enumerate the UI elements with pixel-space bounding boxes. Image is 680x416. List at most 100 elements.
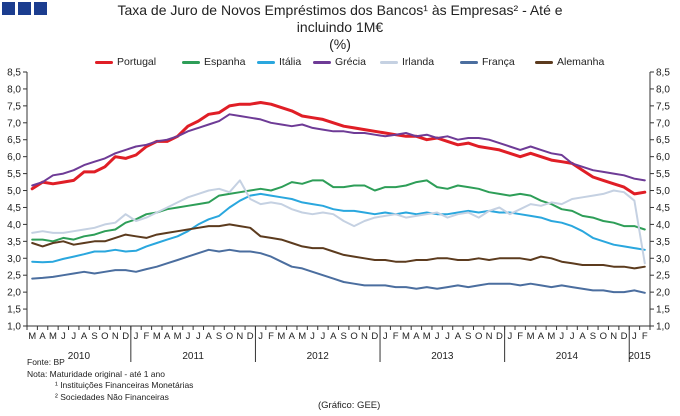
- x-tick-label: O: [226, 331, 233, 342]
- x-tick-label: S: [91, 331, 97, 342]
- legend-label: Espanha: [204, 56, 246, 68]
- legend-item: Portugal: [95, 56, 156, 69]
- y-tick-label-left: 7,5: [7, 101, 21, 112]
- legend-item: Irlanda: [380, 56, 434, 69]
- chart-title-line1: Taxa de Juro de Novos Empréstimos dos Ba…: [117, 2, 563, 18]
- legend-swatch: [182, 60, 200, 64]
- legend-item: Grécia: [313, 56, 366, 69]
- x-tick-label: J: [570, 331, 575, 342]
- x-tick-label: A: [164, 331, 171, 342]
- y-tick-label-right: 3,0: [656, 254, 670, 265]
- legend-label: Grécia: [335, 56, 366, 68]
- x-tick-label: O: [600, 331, 607, 342]
- x-tick-label: D: [371, 331, 378, 342]
- y-tick-label-right: 6,0: [656, 152, 670, 163]
- y-tick-label-right: 1,0: [656, 322, 670, 333]
- y-tick-label-left: 6,5: [7, 135, 21, 146]
- x-tick-label: J: [186, 331, 191, 342]
- y-tick-label-right: 5,5: [656, 169, 670, 180]
- logo-square: [34, 2, 47, 15]
- y-tick-label-right: 7,5: [656, 101, 670, 112]
- legend-swatch: [313, 60, 331, 64]
- legend-label: Alemanha: [557, 56, 605, 68]
- x-tick-label: O: [350, 331, 357, 342]
- x-tick-label: N: [361, 331, 368, 342]
- legend-label: Portugal: [117, 56, 157, 68]
- x-tick-label: J: [632, 331, 637, 342]
- legend-swatch: [380, 60, 398, 64]
- logo: [2, 2, 47, 15]
- y-tick-label-left: 5,5: [7, 169, 21, 180]
- y-tick-label-right: 5,0: [656, 186, 670, 197]
- x-tick-label: A: [39, 331, 46, 342]
- x-tick-label: A: [455, 331, 462, 342]
- x-tick-label: M: [402, 331, 410, 342]
- chart-title-line2: incluindo 1M€: [296, 19, 384, 35]
- x-tick-label: N: [610, 331, 617, 342]
- y-tick-label-right: 8,5: [656, 68, 670, 79]
- legend-item: Alemanha: [535, 56, 604, 69]
- y-tick-label-right: 8,0: [656, 84, 670, 95]
- y-tick-label-right: 1,5: [656, 305, 670, 316]
- x-tick-label: S: [465, 331, 471, 342]
- y-tick-label-right: 6,5: [656, 135, 670, 146]
- x-tick-label: M: [49, 331, 57, 342]
- source-note: Fonte: BP: [27, 357, 65, 367]
- x-tick-label: M: [277, 331, 285, 342]
- x-tick-label: J: [559, 331, 564, 342]
- y-tick-label-left: 7,0: [7, 118, 21, 129]
- y-tick-label-left: 1,5: [7, 305, 21, 316]
- x-tick-label: F: [642, 331, 648, 342]
- chart-title: Taxa de Juro de Novos Empréstimos dos Ba…: [90, 2, 590, 53]
- chart-legend: Portugal Espanha Itália Grécia Irlanda França…: [95, 56, 615, 70]
- x-tick-label: J: [134, 331, 139, 342]
- x-tick-label: D: [247, 331, 254, 342]
- x-tick-label: O: [475, 331, 482, 342]
- x-tick-label: D: [621, 331, 628, 342]
- x-tick-label: M: [298, 331, 306, 342]
- legend-swatch: [460, 60, 478, 64]
- y-tick-label-left: 2,5: [7, 271, 21, 282]
- year-label: 2014: [556, 351, 579, 362]
- legend-item: França: [460, 56, 515, 69]
- x-tick-label: F: [268, 331, 274, 342]
- x-tick-label: J: [507, 331, 512, 342]
- x-tick-label: J: [258, 331, 263, 342]
- y-tick-label-right: 4,0: [656, 220, 670, 231]
- x-tick-label: M: [174, 331, 182, 342]
- x-tick-label: A: [538, 331, 545, 342]
- x-tick-label: J: [310, 331, 315, 342]
- x-tick-label: D: [496, 331, 503, 342]
- footnote-2: ² Sociedades Não Financeiras: [55, 391, 169, 402]
- y-tick-label-right: 4,5: [656, 203, 670, 214]
- x-tick-label: F: [517, 331, 523, 342]
- logo-square: [18, 2, 31, 15]
- x-tick-label: J: [445, 331, 450, 342]
- series-line-alemanha: [31, 223, 646, 270]
- x-tick-label: J: [61, 331, 66, 342]
- y-tick-label-right: 2,0: [656, 288, 670, 299]
- legend-item: Itália: [257, 56, 301, 69]
- x-tick-label: J: [435, 331, 440, 342]
- x-tick-label: F: [393, 331, 399, 342]
- legend-label: França: [482, 56, 515, 68]
- x-tick-label: A: [413, 331, 420, 342]
- y-tick-label-left: 3,5: [7, 237, 21, 248]
- x-tick-label: N: [486, 331, 493, 342]
- series-line-grecia: [31, 113, 646, 187]
- legend-label: Irlanda: [402, 56, 435, 68]
- x-tick-label: M: [423, 331, 431, 342]
- chart-credit: (Gráfico: GEE): [318, 400, 381, 411]
- x-tick-label: S: [216, 331, 222, 342]
- x-tick-label: S: [341, 331, 347, 342]
- legend-item: Espanha: [182, 56, 245, 69]
- x-tick-label: N: [112, 331, 119, 342]
- x-tick-label: J: [71, 331, 76, 342]
- y-tick-label-left: 1,0: [7, 322, 21, 333]
- chart-title-line3: (%): [329, 36, 351, 52]
- series-line-italia: [31, 192, 646, 264]
- y-tick-label-left: 4,0: [7, 220, 21, 231]
- y-tick-label-left: 8,5: [7, 68, 21, 79]
- chart-notes: Fonte: BP Nota: Maturidade original - at…: [27, 357, 193, 403]
